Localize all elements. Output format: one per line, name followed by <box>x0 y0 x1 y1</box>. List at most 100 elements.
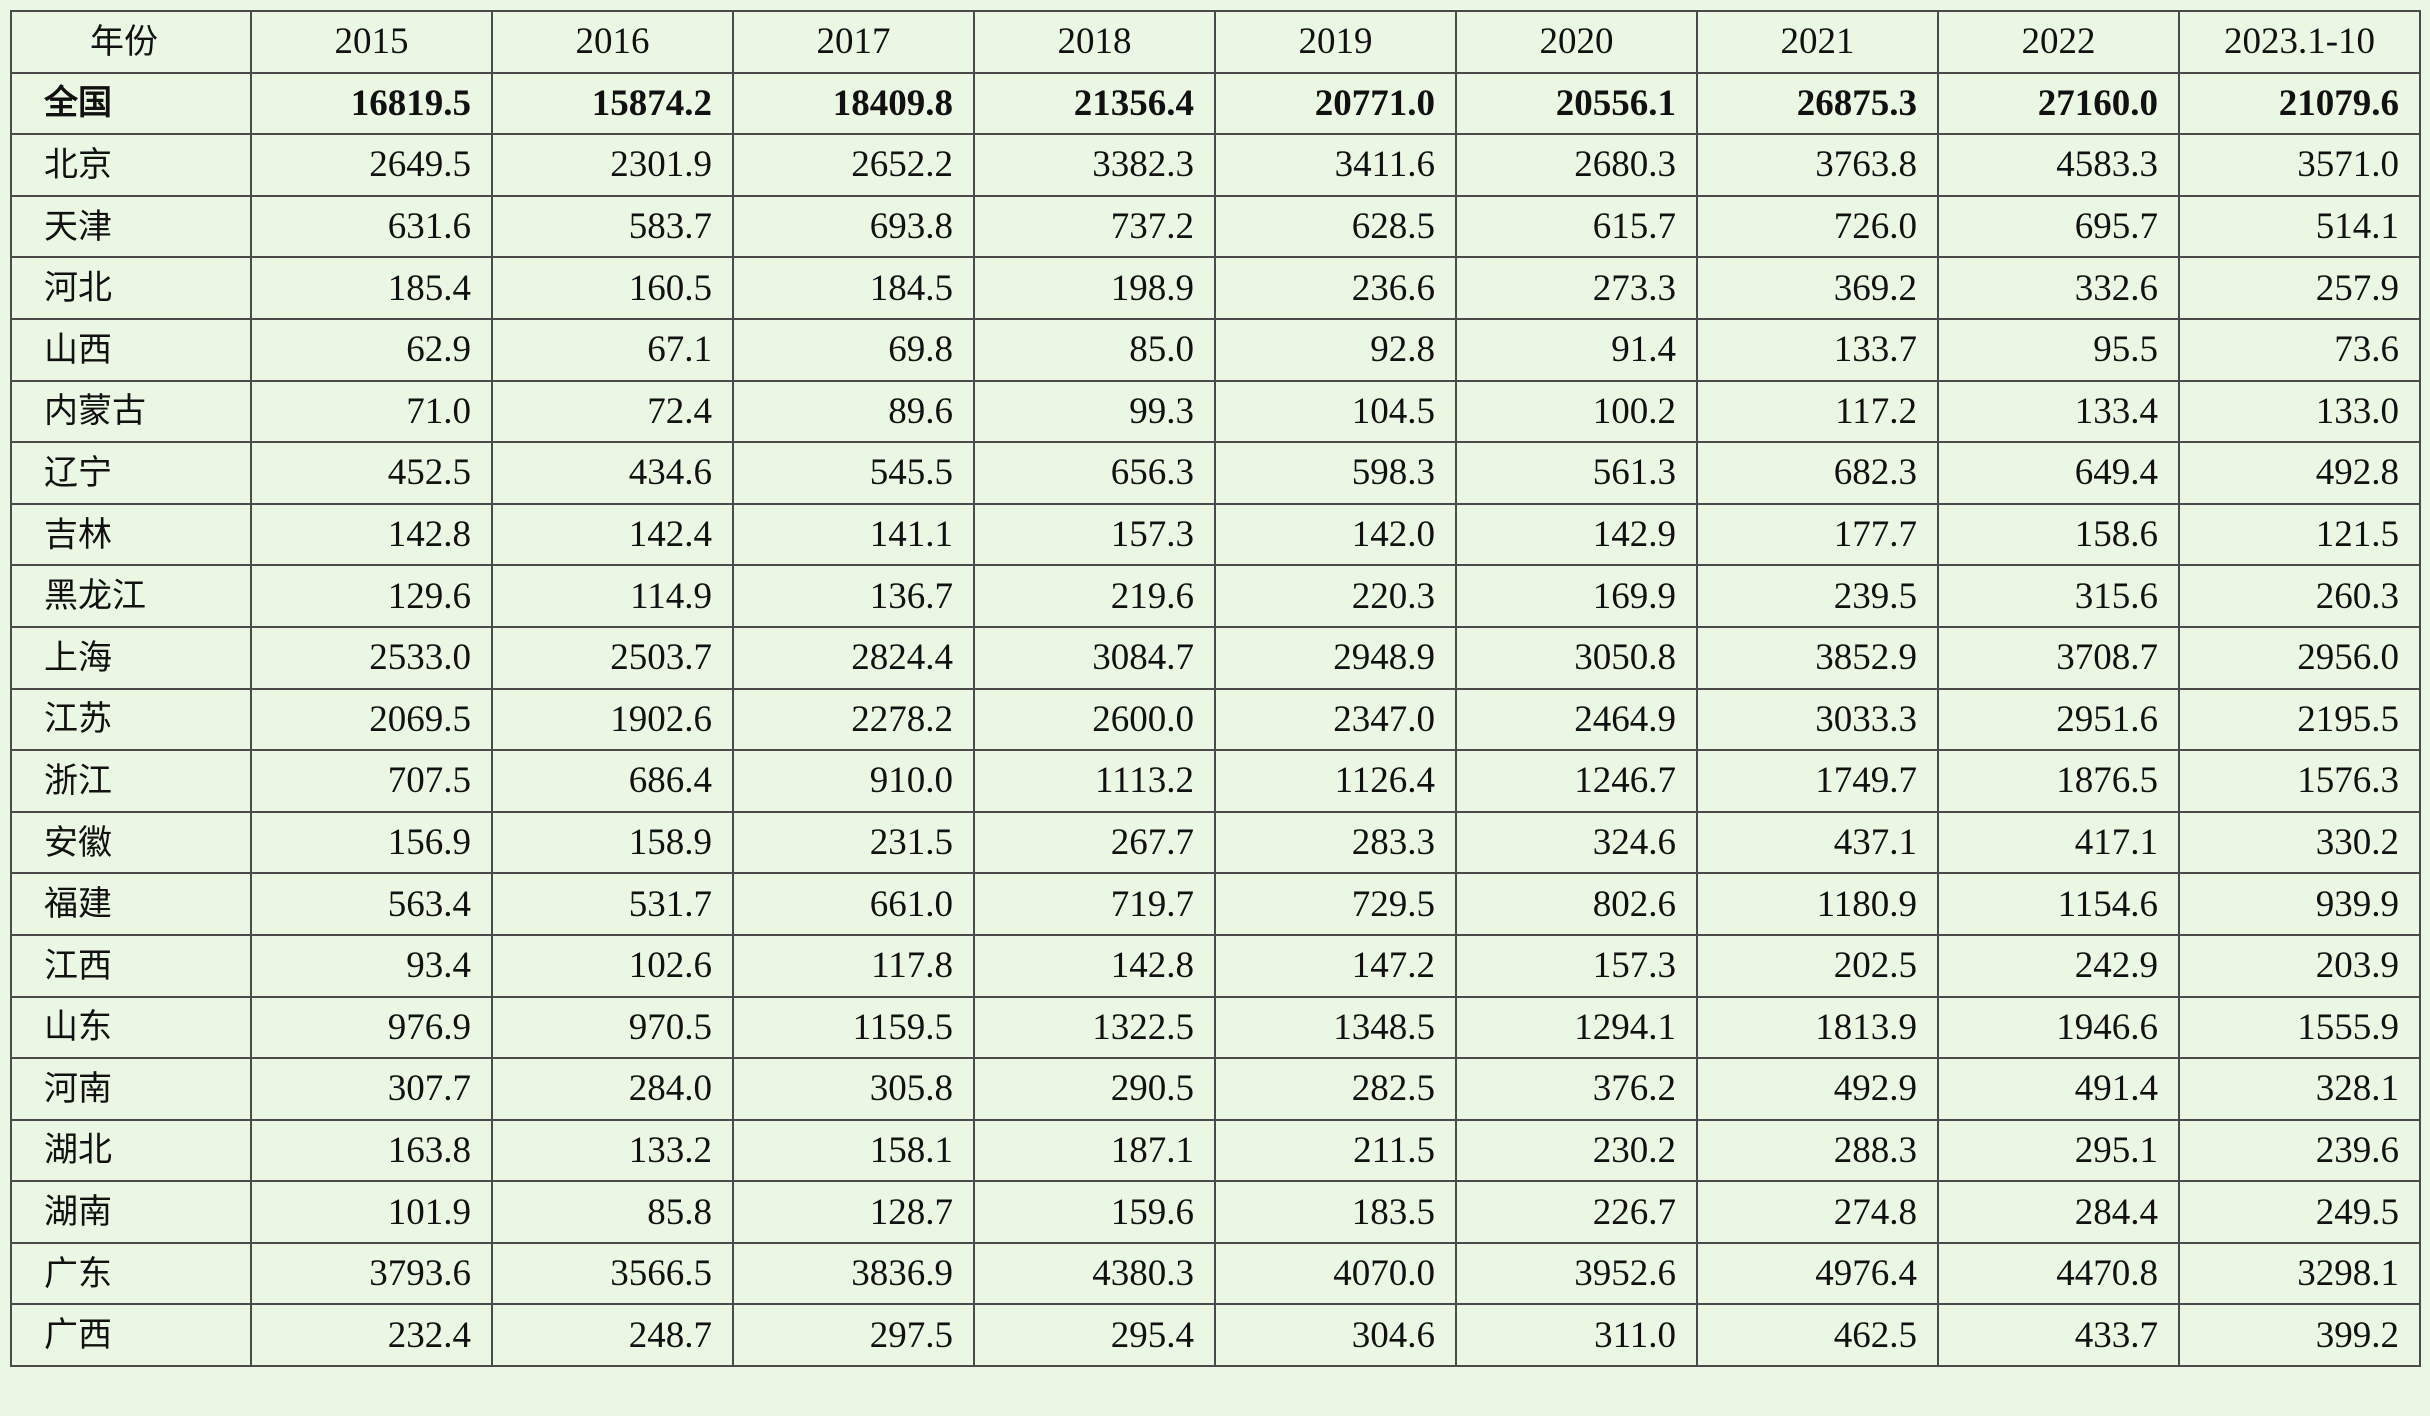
header-cell: 2018 <box>973 10 1216 74</box>
value-cell: 101.9 <box>250 1180 493 1244</box>
value-cell: 257.9 <box>2178 256 2421 320</box>
header-row: 年份 2015 2016 2017 2018 2019 2020 2021 20… <box>10 10 2421 74</box>
value-cell: 104.5 <box>1214 379 1457 444</box>
table-row: 河北 185.4 160.5 184.5 198.9 236.6 273.3 369.2 332… <box>10 256 2421 320</box>
region-cell: 广西 <box>10 1303 252 1368</box>
value-cell: 682.3 <box>1696 441 1939 505</box>
value-cell: 15874.2 <box>491 71 734 136</box>
total-row: 全国 16819.5 15874.2 18409.8 21356.4 20771… <box>10 71 2421 136</box>
table-row: 江苏 2069.5 1902.6 2278.2 2600.0 2347.0 2464.9 30… <box>10 687 2421 752</box>
value-cell: 92.8 <box>1214 317 1457 382</box>
value-cell: 304.6 <box>1214 1303 1457 1368</box>
value-cell: 142.0 <box>1214 502 1457 567</box>
value-cell: 295.1 <box>1937 1118 2180 1183</box>
value-cell: 583.7 <box>491 194 734 259</box>
value-cell: 3793.6 <box>250 1241 493 1306</box>
value-cell: 283.3 <box>1214 810 1457 875</box>
value-cell: 462.5 <box>1696 1303 1939 1368</box>
value-cell: 324.6 <box>1455 810 1698 875</box>
value-cell: 239.5 <box>1696 564 1939 628</box>
value-cell: 71.0 <box>250 379 493 444</box>
value-cell: 99.3 <box>973 379 1216 444</box>
value-cell: 695.7 <box>1937 194 2180 259</box>
value-cell: 157.3 <box>1455 933 1698 998</box>
value-cell: 89.6 <box>732 379 975 444</box>
region-cell: 安徽 <box>10 810 252 875</box>
region-cell: 全国 <box>10 71 252 136</box>
value-cell: 2956.0 <box>2178 625 2421 690</box>
value-cell: 491.4 <box>1937 1057 2180 1121</box>
value-cell: 133.2 <box>491 1118 734 1183</box>
value-cell: 184.5 <box>732 256 975 320</box>
value-cell: 117.8 <box>732 933 975 998</box>
value-cell: 330.2 <box>2178 810 2421 875</box>
table-row: 湖南 101.9 85.8 128.7 159.6 183.5 226.7 274.8 284.… <box>10 1180 2421 1244</box>
value-cell: 1348.5 <box>1214 995 1457 1060</box>
header-cell: 2017 <box>732 10 975 74</box>
region-cell: 广东 <box>10 1241 252 1306</box>
value-cell: 2195.5 <box>2178 687 2421 752</box>
value-cell: 141.1 <box>732 502 975 567</box>
value-cell: 328.1 <box>2178 1057 2421 1121</box>
value-cell: 198.9 <box>973 256 1216 320</box>
value-cell: 69.8 <box>732 317 975 382</box>
value-cell: 1154.6 <box>1937 872 2180 936</box>
value-cell: 2948.9 <box>1214 625 1457 690</box>
value-cell: 1946.6 <box>1937 995 2180 1060</box>
value-cell: 163.8 <box>250 1118 493 1183</box>
value-cell: 219.6 <box>973 564 1216 628</box>
value-cell: 514.1 <box>2178 194 2421 259</box>
value-cell: 631.6 <box>250 194 493 259</box>
value-cell: 656.3 <box>973 441 1216 505</box>
value-cell: 4470.8 <box>1937 1241 2180 1306</box>
value-cell: 169.9 <box>1455 564 1698 628</box>
value-cell: 802.6 <box>1455 872 1698 936</box>
value-cell: 95.5 <box>1937 317 2180 382</box>
value-cell: 726.0 <box>1696 194 1939 259</box>
value-cell: 1113.2 <box>973 749 1216 813</box>
value-cell: 16819.5 <box>250 71 493 136</box>
value-cell: 2951.6 <box>1937 687 2180 752</box>
value-cell: 93.4 <box>250 933 493 998</box>
value-cell: 437.1 <box>1696 810 1939 875</box>
value-cell: 970.5 <box>491 995 734 1060</box>
value-cell: 1749.7 <box>1696 749 1939 813</box>
region-cell: 内蒙古 <box>10 379 252 444</box>
value-cell: 136.7 <box>732 564 975 628</box>
value-cell: 433.7 <box>1937 1303 2180 1368</box>
value-cell: 183.5 <box>1214 1180 1457 1244</box>
table-row: 安徽 156.9 158.9 231.5 267.7 283.3 324.6 437.1 417… <box>10 810 2421 875</box>
value-cell: 284.0 <box>491 1057 734 1121</box>
value-cell: 719.7 <box>973 872 1216 936</box>
value-cell: 121.5 <box>2178 502 2421 567</box>
table-row: 河南 307.7 284.0 305.8 290.5 282.5 376.2 492.9 491… <box>10 1057 2421 1121</box>
value-cell: 649.4 <box>1937 441 2180 505</box>
table-row: 辽宁 452.5 434.6 545.5 656.3 598.3 561.3 682.3 649… <box>10 441 2421 505</box>
value-cell: 2533.0 <box>250 625 493 690</box>
value-cell: 707.5 <box>250 749 493 813</box>
value-cell: 2824.4 <box>732 625 975 690</box>
value-cell: 236.6 <box>1214 256 1457 320</box>
value-cell: 417.1 <box>1937 810 2180 875</box>
value-cell: 311.0 <box>1455 1303 1698 1368</box>
value-cell: 133.7 <box>1696 317 1939 382</box>
value-cell: 239.6 <box>2178 1118 2421 1183</box>
value-cell: 3763.8 <box>1696 133 1939 197</box>
value-cell: 3708.7 <box>1937 625 2180 690</box>
value-cell: 615.7 <box>1455 194 1698 259</box>
value-cell: 158.9 <box>491 810 734 875</box>
value-cell: 242.9 <box>1937 933 2180 998</box>
value-cell: 305.8 <box>732 1057 975 1121</box>
table-row: 吉林 142.8 142.4 141.1 157.3 142.0 142.9 177.7 158… <box>10 502 2421 567</box>
region-cell: 吉林 <box>10 502 252 567</box>
value-cell: 21356.4 <box>973 71 1216 136</box>
value-cell: 177.7 <box>1696 502 1939 567</box>
header-cell: 2022 <box>1937 10 2180 74</box>
data-table: 年份 2015 2016 2017 2018 2019 2020 2021 20… <box>10 10 2421 1368</box>
value-cell: 628.5 <box>1214 194 1457 259</box>
value-cell: 27160.0 <box>1937 71 2180 136</box>
value-cell: 3411.6 <box>1214 133 1457 197</box>
value-cell: 67.1 <box>491 317 734 382</box>
value-cell: 260.3 <box>2178 564 2421 628</box>
region-cell: 北京 <box>10 133 252 197</box>
